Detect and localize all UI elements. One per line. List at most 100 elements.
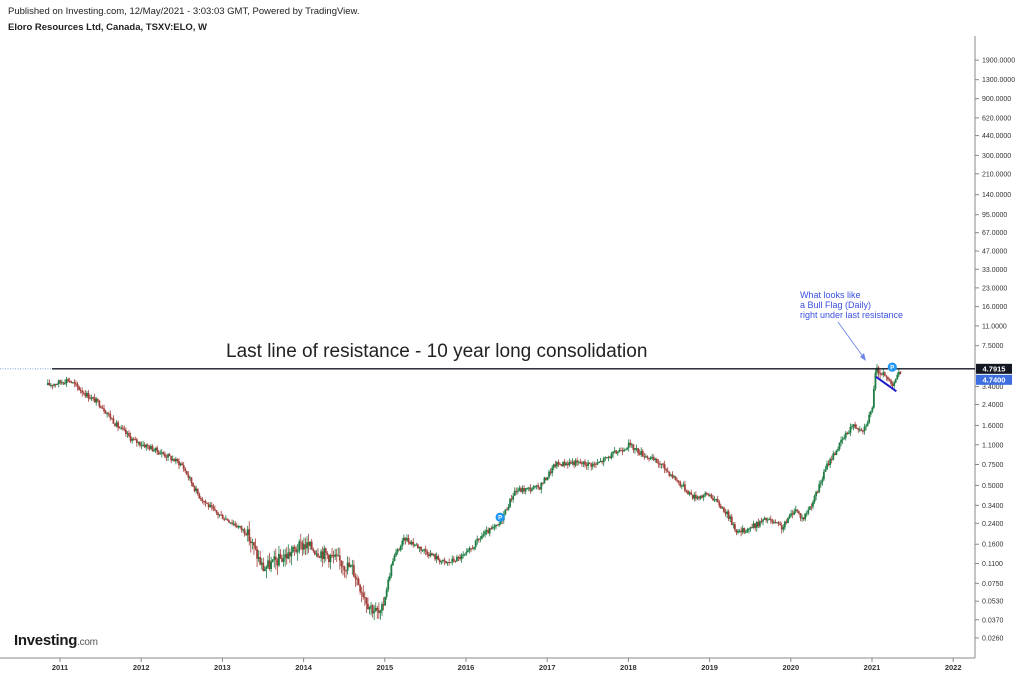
- candle-body: [530, 489, 533, 491]
- candle-body: [548, 471, 550, 477]
- candle-body: [287, 552, 290, 559]
- event-marker-label: P: [498, 516, 502, 522]
- candle-body: [843, 437, 846, 440]
- candle-body: [415, 544, 418, 546]
- candle-body: [663, 464, 666, 470]
- candle-body: [179, 463, 182, 466]
- candle-body: [677, 480, 680, 482]
- candle-body: [780, 525, 783, 530]
- candle-body: [371, 605, 374, 614]
- candle-body: [104, 411, 107, 414]
- candle-body: [730, 516, 733, 525]
- candle-body: [826, 463, 828, 470]
- candle-body: [346, 562, 349, 571]
- candle-body: [808, 506, 811, 510]
- candle-body: [54, 384, 57, 386]
- candle-body: [345, 570, 347, 572]
- candle-body: [396, 549, 399, 553]
- price-tick-label: 2.4000: [982, 402, 1004, 409]
- candle-body: [540, 482, 543, 490]
- candle-body: [76, 383, 79, 387]
- candle-body: [857, 428, 860, 430]
- candle-body: [504, 509, 507, 514]
- candle-body: [612, 451, 614, 454]
- candle-body: [691, 494, 694, 499]
- candle-body: [699, 495, 702, 499]
- price-tick-label: 67.0000: [982, 230, 1007, 237]
- candle-body: [627, 442, 630, 448]
- candle-body: [273, 556, 276, 560]
- candle-body: [59, 380, 62, 383]
- candle-body: [630, 444, 633, 446]
- candle-body: [690, 492, 693, 495]
- candle-body: [299, 541, 302, 543]
- candle-body: [620, 450, 622, 452]
- candle-body: [471, 548, 474, 550]
- price-axis: 1900.0000 1300.0000 900.0000 620.0000 440.00…: [974, 36, 1015, 658]
- candle-body: [758, 521, 761, 527]
- candle-body: [520, 488, 522, 492]
- candle-body: [406, 537, 408, 541]
- candle-body: [73, 382, 76, 384]
- candle-body: [399, 546, 402, 551]
- candle-body: [317, 553, 319, 557]
- last-price-badge-label: 4.7915: [983, 364, 1006, 373]
- candle-body: [684, 484, 686, 491]
- candle-body: [485, 530, 488, 532]
- candle-body: [733, 524, 736, 530]
- candle-body: [146, 444, 149, 447]
- candle-body: [721, 507, 724, 509]
- candle-body: [880, 374, 883, 376]
- candle-body: [342, 566, 344, 568]
- candle-body: [573, 461, 575, 466]
- candle-body: [535, 485, 538, 487]
- candle-body: [229, 522, 232, 524]
- candle-body: [769, 518, 772, 521]
- candle-body: [284, 554, 287, 558]
- candle-body: [818, 484, 821, 493]
- candle-body: [337, 555, 340, 557]
- candle-body: [565, 463, 568, 466]
- candle-body: [529, 487, 532, 491]
- candle-body: [274, 556, 277, 561]
- candle-body: [139, 441, 141, 446]
- price-tick-label: 1.1000: [982, 442, 1004, 449]
- candle-body: [393, 555, 396, 562]
- candle-body: [591, 463, 594, 467]
- candle-body: [95, 398, 98, 403]
- candle-body: [338, 555, 341, 561]
- candle-body: [496, 524, 499, 526]
- candle-body: [743, 528, 746, 533]
- candle-body: [318, 556, 321, 558]
- candle-body: [70, 381, 73, 383]
- candle-body: [221, 514, 224, 520]
- candle-body: [559, 464, 561, 466]
- candle-body: [382, 604, 385, 606]
- candle-body: [715, 499, 718, 501]
- candle-body: [846, 432, 849, 434]
- candle-body: [849, 426, 852, 433]
- candle-body: [204, 501, 207, 503]
- candle-body: [582, 461, 585, 464]
- candle-body: [805, 513, 808, 515]
- candle-body: [206, 502, 208, 504]
- candle-body: [635, 448, 638, 450]
- candle-body: [676, 480, 679, 482]
- time-tick-label: 2021: [864, 663, 881, 672]
- candle-body: [51, 385, 54, 387]
- candle-body: [117, 422, 119, 428]
- candle-body: [615, 450, 618, 454]
- candle-body: [557, 462, 560, 465]
- event-marker: [495, 512, 505, 522]
- candle-body: [644, 456, 647, 458]
- candle-body: [281, 558, 283, 562]
- candle-body: [702, 495, 705, 498]
- candle-body: [674, 476, 677, 481]
- candle-body: [451, 558, 454, 563]
- candle-body: [220, 514, 223, 516]
- price-tick-label: 0.7500: [982, 462, 1004, 469]
- candle-body: [487, 530, 490, 534]
- candle-body: [738, 530, 741, 532]
- candle-body: [224, 518, 227, 520]
